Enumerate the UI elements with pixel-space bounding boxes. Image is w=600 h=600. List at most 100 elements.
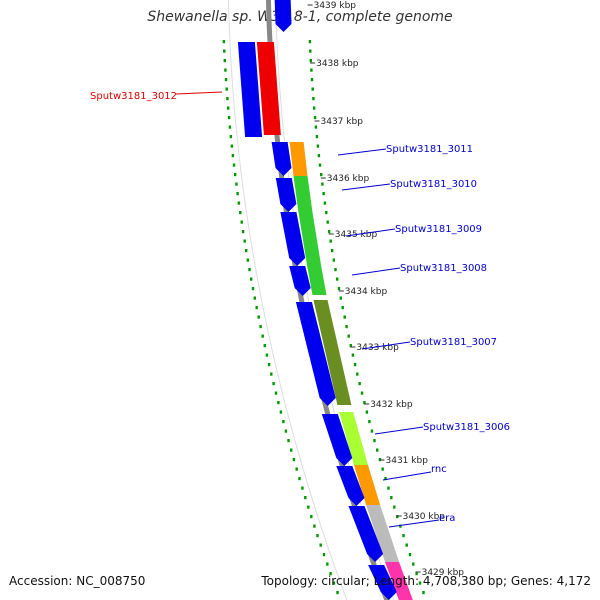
gene-3010-block (293, 176, 313, 211)
gc-content-dot (274, 391, 278, 395)
gene-3011-block (289, 142, 308, 176)
gc-content-dot (228, 125, 232, 129)
gene-label-leader (388, 519, 440, 528)
gc-skew-dot (326, 220, 329, 224)
gc-content-dot (316, 534, 319, 538)
gc-content-dot (255, 306, 258, 310)
gene-label-leader (175, 91, 223, 95)
gene-era-block (366, 505, 400, 562)
gc-skew-dot (316, 144, 320, 148)
gene-label: Sputw3181_3011 (386, 144, 473, 155)
gc-content-dot (287, 439, 290, 443)
gc-content-dot (304, 496, 307, 500)
gc-skew-dot (309, 59, 312, 63)
gene-label: era (439, 513, 455, 524)
gc-skew-dot (321, 182, 324, 186)
gc-skew-dot (360, 391, 364, 395)
tick-label: 3434 kbp (345, 287, 388, 297)
gc-skew-dot (322, 192, 325, 196)
gc-content-dot (270, 372, 273, 376)
gc-content-dot (230, 144, 234, 148)
gc-content-dot (253, 296, 256, 300)
gc-skew-dot (312, 97, 315, 101)
cds-arrow (368, 565, 397, 600)
gc-skew-dot (315, 135, 319, 139)
gc-skew-dot (313, 106, 316, 110)
gc-content-dot (310, 515, 313, 519)
gc-content-dot (240, 220, 243, 224)
gc-content-dot (251, 287, 255, 291)
gene-next-block (385, 562, 413, 600)
gc-content-dot (234, 173, 237, 177)
cds-arrow (321, 414, 353, 466)
gc-skew-dot (373, 439, 376, 443)
gc-skew-dot (329, 239, 332, 243)
gc-skew-dot (381, 467, 384, 471)
gc-content-dot (232, 163, 236, 167)
accession-label: Accession: NC_008750 (9, 574, 146, 588)
gc-skew-dot (353, 363, 357, 367)
gene-label-leader (337, 148, 387, 156)
gene-3006-block (339, 412, 368, 465)
outer-guide-line (227, 0, 348, 600)
gc-skew-dot (356, 372, 359, 376)
gc-content-dot (329, 572, 332, 576)
cds-arrow (289, 266, 311, 296)
gc-skew-dot (390, 496, 393, 500)
tick-label: 3429 kbp (422, 568, 465, 578)
tick-label: 3437 kbp (321, 117, 364, 127)
gc-content-dot (224, 78, 228, 82)
gene-label: Sputw3181_3007 (410, 337, 497, 348)
gc-content-dot (265, 353, 269, 357)
gene-label: Sputw3181_3008 (400, 263, 487, 274)
gc-content-dot (239, 211, 242, 215)
tick-label: 3431 kbp (386, 456, 429, 466)
gc-skew-dot (422, 591, 425, 595)
gc-content-dot (307, 505, 310, 509)
cds-arrow (348, 506, 384, 562)
gc-content-dot (332, 581, 336, 585)
gc-skew-dot (351, 353, 355, 357)
gc-content-dot (223, 59, 226, 63)
genome-summary-label: Topology: circular; Length: 4,708,380 bp… (261, 574, 591, 588)
gc-content-dot (224, 68, 227, 72)
cds-arrow (295, 302, 336, 406)
gene-3009-block (298, 211, 321, 265)
gc-skew-dot (418, 581, 422, 585)
gc-content-dot (295, 467, 298, 471)
gc-skew-dot (345, 325, 348, 329)
cds-arrow (275, 178, 297, 212)
gc-content-dot (243, 239, 246, 243)
gene-label-leader (351, 267, 401, 276)
gc-skew-dot (399, 524, 402, 528)
gc-skew-dot (343, 315, 346, 319)
gc-content-dot (248, 268, 251, 272)
gene-label: Sputw3181_3012 (90, 91, 177, 102)
gc-skew-dot (387, 486, 390, 490)
gc-skew-dot (402, 534, 405, 538)
tick-label: 3433 kbp (356, 343, 399, 353)
gene-rnc-block (354, 465, 381, 505)
gc-skew-dot (339, 296, 342, 300)
gc-skew-dot (396, 515, 399, 519)
gc-content-dot (246, 258, 249, 262)
gc-skew-dot (336, 277, 339, 281)
gc-content-dot (290, 448, 293, 452)
gc-skew-dot (415, 572, 418, 576)
gc-content-dot (284, 429, 288, 433)
gc-content-dot (261, 334, 264, 338)
gc-content-dot (326, 562, 329, 566)
gc-skew-dot (308, 40, 312, 44)
gene-3008-block (307, 265, 327, 295)
gc-content-dot (292, 458, 296, 462)
gc-skew-dot (325, 211, 328, 215)
gc-content-dot (223, 49, 226, 53)
cds-arrow (336, 466, 365, 506)
gc-content-dot (231, 154, 235, 158)
gc-skew-dot (347, 334, 350, 338)
gc-content-dot (227, 106, 230, 110)
gc-content-dot (222, 40, 226, 44)
gc-skew-dot (412, 562, 415, 566)
gc-skew-dot (317, 154, 321, 158)
gene-label-leader (382, 471, 432, 481)
